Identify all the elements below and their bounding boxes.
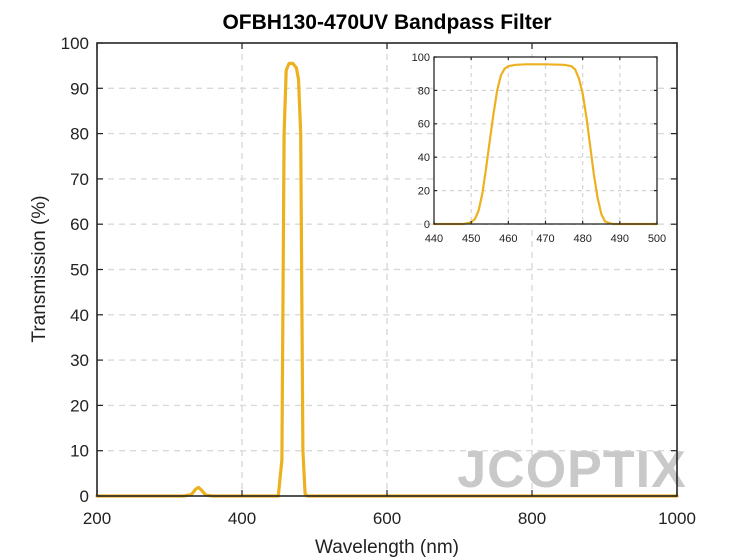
main-ytick-label: 90: [70, 79, 89, 98]
main-ytick-label: 50: [70, 260, 89, 279]
inset-ytick-label: 80: [418, 85, 430, 97]
inset-xtick-label: 480: [573, 233, 591, 245]
watermark-logo: JCOPTIX: [457, 441, 687, 499]
inset-axis-ticks: 0 20 40 60 80 100 440 450 460 470 480 490 500: [412, 52, 667, 245]
inset-ytick-label: 40: [418, 152, 430, 164]
inset-ytick-label: 20: [418, 185, 430, 197]
main-xtick-label: 1000: [658, 509, 696, 528]
inset-xtick-label: 470: [536, 233, 554, 245]
main-ytick-label: 100: [61, 34, 89, 53]
main-ytick-label: 30: [70, 351, 89, 370]
inset-xtick-label: 460: [499, 233, 517, 245]
main-ytick-label: 40: [70, 306, 89, 325]
inset-ytick-label: 60: [418, 119, 430, 131]
inset-ytick-label: 100: [412, 52, 430, 64]
main-ytick-label: 60: [70, 215, 89, 234]
main-ytick-label: 80: [70, 125, 89, 144]
inset-xtick-label: 440: [425, 233, 443, 245]
main-xtick-label: 600: [373, 509, 401, 528]
x-axis-label: Wavelength (nm): [315, 537, 459, 558]
main-xtick-label: 400: [228, 509, 256, 528]
main-xtick-label: 200: [83, 509, 111, 528]
inset-ytick-label: 0: [424, 219, 430, 231]
inset-xtick-label: 500: [648, 233, 666, 245]
inset-xtick-label: 450: [462, 233, 480, 245]
inset-xtick-label: 490: [611, 233, 629, 245]
main-gridlines: [97, 43, 677, 496]
main-ytick-label: 70: [70, 170, 89, 189]
inset-plot-area: [432, 63, 659, 226]
main-xtick-label: 800: [518, 509, 546, 528]
y-axis-label: Transmission (%): [29, 195, 50, 342]
main-ytick-label: 0: [80, 487, 89, 506]
main-ytick-label: 20: [70, 396, 89, 415]
main-ytick-label: 10: [70, 442, 89, 461]
inset-gridlines: [434, 57, 657, 224]
inset-transmission-line: [432, 63, 659, 226]
chart-title: OFBH130-470UV Bandpass Filter: [222, 11, 551, 34]
